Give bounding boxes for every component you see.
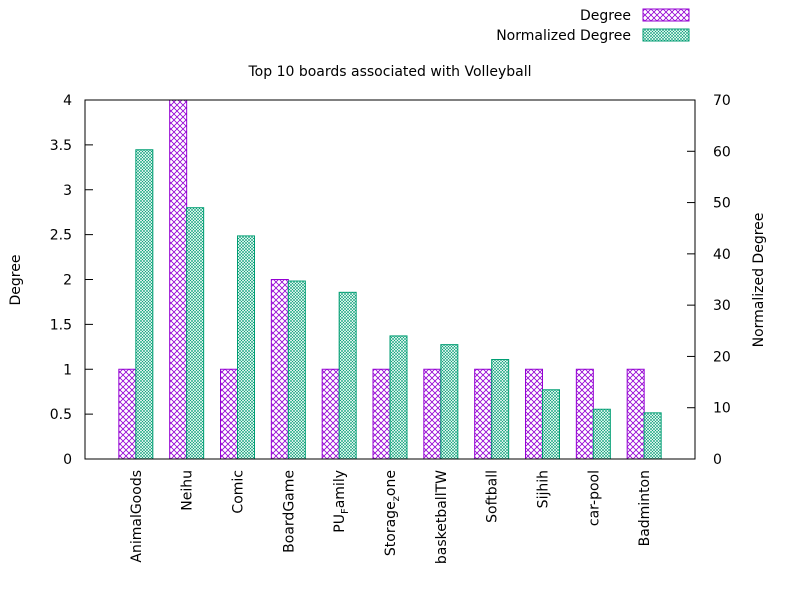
y2-tick-label: 40 [713,247,731,263]
bar-normalized-degree [491,359,510,460]
axes-layer: AnimalGoods Neihu Comic BoardGame PUFamily St… [50,93,731,564]
bar-normalized-degree [592,408,611,460]
bar-degree [626,368,645,460]
bars-layer [118,99,662,460]
x-tick-label: AnimalGoods [129,470,145,563]
y-tick-label: 3 [63,183,72,199]
y-axis-label: Degree [8,255,24,306]
bar-normalized-degree [542,389,560,460]
y2-tick-label: 10 [713,401,731,417]
x-tick-label: Comic [231,470,247,514]
x-tick-label: Softball [485,470,501,523]
y-tick-label: 1.5 [50,317,72,333]
bar-normalized-degree [237,235,255,460]
y-tick-label: 2.5 [50,228,72,244]
y2-tick-label: 50 [713,196,731,212]
bar-degree [118,368,137,460]
y2-tick-label: 30 [713,298,731,314]
legend-label-degree: Degree [580,8,631,24]
bar-degree [270,279,289,460]
x-tick-label: PUFamily [332,470,351,533]
y-tick-label: 2 [63,273,72,289]
bar-normalized-degree [287,280,306,460]
y-tick-label: 3.5 [50,138,72,154]
bar-degree [474,368,493,460]
chart-title: Top 10 boards associated with Volleyball [248,64,532,80]
bar-degree [372,368,391,460]
legend-swatch-degree [642,8,690,22]
x-tick-label: Neihu [180,470,196,511]
bar-degree [575,368,594,460]
x-tick-label: Badminton [637,470,653,546]
y-tick-label: 0 [63,452,72,468]
x-tick-label: Storagezone [383,470,402,556]
bar-normalized-degree [440,344,459,460]
bar-normalized-degree [643,412,662,460]
bar-normalized-degree [338,291,357,460]
bar-degree [525,368,543,460]
bar-normalized-degree [389,335,408,460]
bar-normalized-degree [135,149,154,460]
x-tick-label: Sijhih [536,470,552,508]
legend-swatch-normalized-degree [642,28,690,42]
bar-normalized-degree [186,207,205,460]
y2-tick-label: 60 [713,144,731,160]
y2-tick-label: 70 [713,93,731,109]
y2-tick-label: 20 [713,349,731,365]
legend-label-normalized-degree: Normalized Degree [496,28,631,44]
y-tick-label: 0.5 [50,407,72,423]
x-tick-label: car-pool [586,470,602,526]
x-tick-label: BoardGame [281,470,297,553]
x-tick-label: basketballTW [434,470,450,564]
bar-degree [423,368,442,460]
bar-degree [169,99,188,460]
legend: Degree Normalized Degree [496,8,690,44]
y-tick-label: 4 [63,93,72,109]
y2-tick-label: 0 [713,452,722,468]
bar-degree [220,368,238,460]
bar-degree [321,368,340,460]
y-tick-label: 1 [63,362,72,378]
y2-axis-label: Normalized Degree [751,213,767,348]
